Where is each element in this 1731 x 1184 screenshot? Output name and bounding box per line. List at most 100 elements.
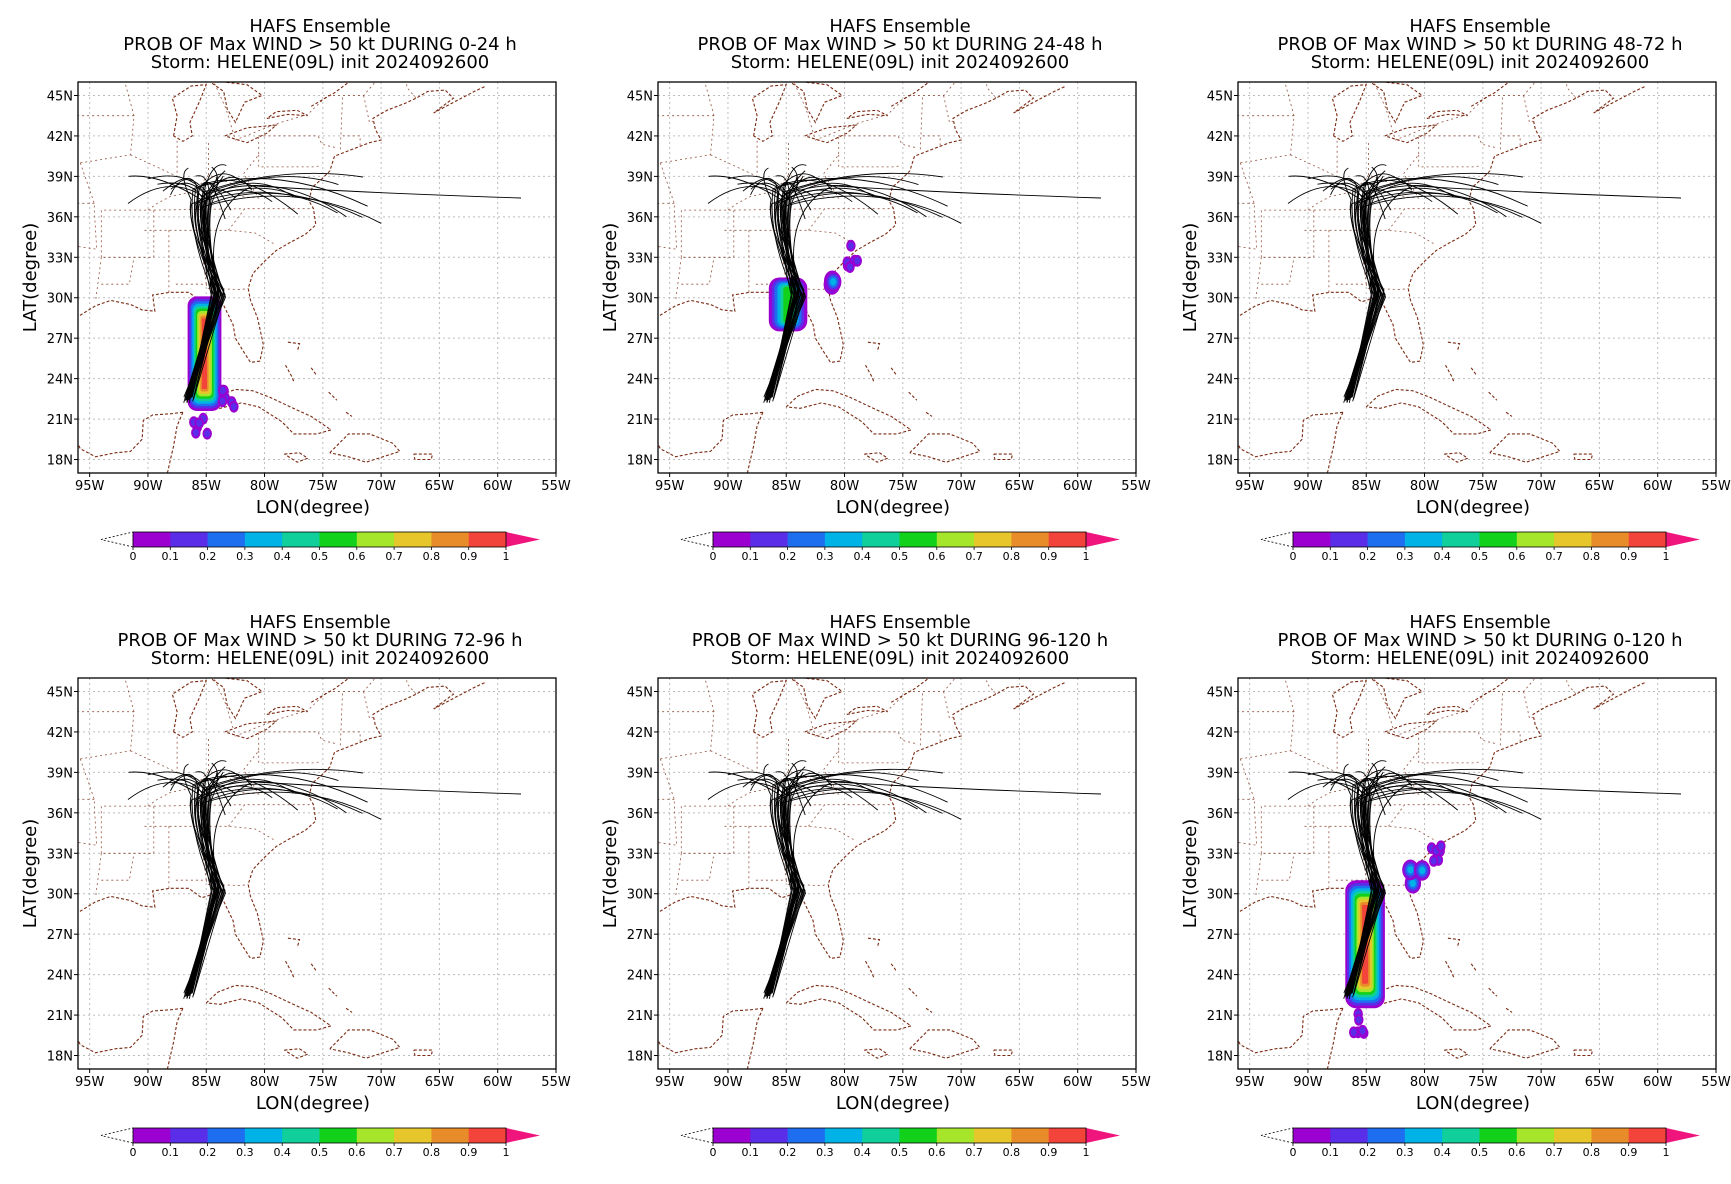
colorbar-swatch (1516, 532, 1555, 547)
colorbar: 0 0.1 0.2 0.3 0.4 0.5 0.6 0.7 0.8 0.9 1 (100, 531, 540, 563)
ensemble-track (162, 773, 216, 993)
colorbar-tick-label: 0.1 (162, 550, 180, 563)
colorbar-tick-label: 0.6 (928, 550, 946, 563)
ensemble-track (170, 775, 216, 997)
x-tick-label: 80W (250, 479, 280, 494)
colorbar-swatch (431, 532, 470, 547)
border-line (727, 135, 840, 211)
coastline (746, 1008, 764, 1069)
border-line (78, 711, 135, 760)
ensemble-track (771, 175, 804, 398)
coastline (890, 963, 898, 973)
colorbar-tick-label: 0.5 (311, 550, 329, 563)
ensemble-track (190, 181, 226, 398)
colorbar-swatch (974, 1128, 1012, 1143)
border-line (727, 731, 840, 807)
y-tick-label: 36N (47, 807, 73, 822)
colorbar-tick-label: 0.4 (853, 1146, 871, 1159)
ensemble-track (770, 181, 806, 398)
border-line (1373, 678, 1577, 737)
ensemble-tracks (127, 760, 522, 999)
prob-spot (847, 263, 853, 271)
colorbar-tick-label: 0.1 (742, 550, 760, 563)
ensemble-track (1351, 175, 1384, 398)
x-axis-label: LON(degree) (836, 497, 950, 518)
border-line (681, 853, 715, 881)
border-line (1313, 208, 1405, 211)
map-background (1238, 82, 1716, 473)
colorbar-tick-label: 0.4 (273, 550, 291, 563)
border-line (681, 257, 715, 285)
map-frame (657, 81, 1137, 474)
x-tick-label: 95W (655, 479, 685, 494)
x-axis-label: LON(degree) (1416, 497, 1530, 518)
y-tick-label: 18N (1207, 454, 1233, 469)
colorbar-swatch (713, 1128, 751, 1143)
coastline (310, 963, 318, 973)
border-line (1335, 283, 1409, 291)
coastline (345, 1007, 353, 1013)
coastline (1505, 411, 1513, 417)
colorbar-swatch (282, 1128, 320, 1143)
coastline (1426, 705, 1468, 715)
ensemble-track (1348, 774, 1528, 997)
colorbar-swatch (468, 1128, 507, 1143)
colorbar-tick-label: 1 (1663, 550, 1670, 563)
colorbar-tick-label: 0.1 (1322, 1146, 1340, 1159)
coastline (1445, 364, 1455, 382)
colorbar-swatch (1293, 1128, 1331, 1143)
coastline (328, 987, 338, 997)
coastline (785, 984, 913, 1031)
border-line (793, 678, 997, 737)
colorbar-tick-label: 0.4 (273, 1146, 291, 1159)
border-line (78, 758, 98, 846)
ensemble-track (1347, 785, 1396, 995)
coastline (1488, 391, 1498, 401)
coastline (751, 680, 788, 738)
colorbar-tick-label: 0.2 (779, 550, 797, 563)
colorbar-over-arrow (1086, 1128, 1120, 1143)
border-line (1238, 711, 1295, 760)
x-tick-label: 70W (1526, 479, 1556, 494)
coastline (909, 1029, 981, 1059)
x-axis-label: LON(degree) (256, 497, 370, 518)
y-tick-label: 21N (47, 413, 73, 428)
colorbar-swatch (282, 532, 320, 547)
panel-title-line-2: PROB OF Max WIND > 50 kt DURING 0-24 h (123, 34, 517, 55)
x-tick-label: 65W (1585, 479, 1615, 494)
coastlines (658, 82, 1067, 473)
colorbar-swatch (319, 1128, 358, 1143)
y-tick-label: 27N (627, 928, 653, 943)
ensemble-track (1349, 787, 1498, 995)
coastline (78, 681, 487, 1054)
coastline (909, 433, 981, 463)
y-tick-label: 21N (627, 413, 653, 428)
colorbar-swatch (1367, 532, 1406, 547)
y-axis-label: LAT(degree) (600, 819, 621, 928)
colorbar-tick-label: 0.2 (199, 1146, 217, 1159)
y-tick-label: 33N (47, 847, 73, 862)
colorbar-swatch (1442, 1128, 1480, 1143)
colorbar-tick-label: 1 (1083, 1146, 1090, 1159)
x-tick-label: 55W (541, 479, 571, 494)
coastline (1365, 984, 1493, 1031)
prob-cuba-scatter (217, 384, 239, 413)
colorbar-swatch (1330, 532, 1369, 547)
state-borders (78, 678, 417, 898)
colorbar-tick-label: 0 (1290, 1146, 1297, 1159)
x-tick-label: 65W (1585, 1075, 1615, 1090)
panel-title-line-3: Storm: HELENE(09L) init 2024092600 (151, 648, 489, 669)
colorbar: 0 0.1 0.2 0.3 0.4 0.5 0.6 0.7 0.8 0.9 1 (680, 1127, 1120, 1159)
colorbar-swatch (1516, 1128, 1555, 1143)
colorbar-swatch (1479, 1128, 1518, 1143)
coastline (1331, 84, 1368, 142)
x-tick-label: 70W (946, 1075, 976, 1090)
x-tick-label: 95W (655, 1075, 685, 1090)
prob-spot (1430, 857, 1437, 865)
y-axis-label: LAT(degree) (20, 223, 41, 332)
x-tick-label: 90W (1293, 479, 1323, 494)
ensemble-track (1287, 186, 1374, 403)
coastline (1331, 680, 1368, 738)
coastline (1573, 453, 1594, 461)
x-tick-label: 70W (366, 1075, 396, 1090)
